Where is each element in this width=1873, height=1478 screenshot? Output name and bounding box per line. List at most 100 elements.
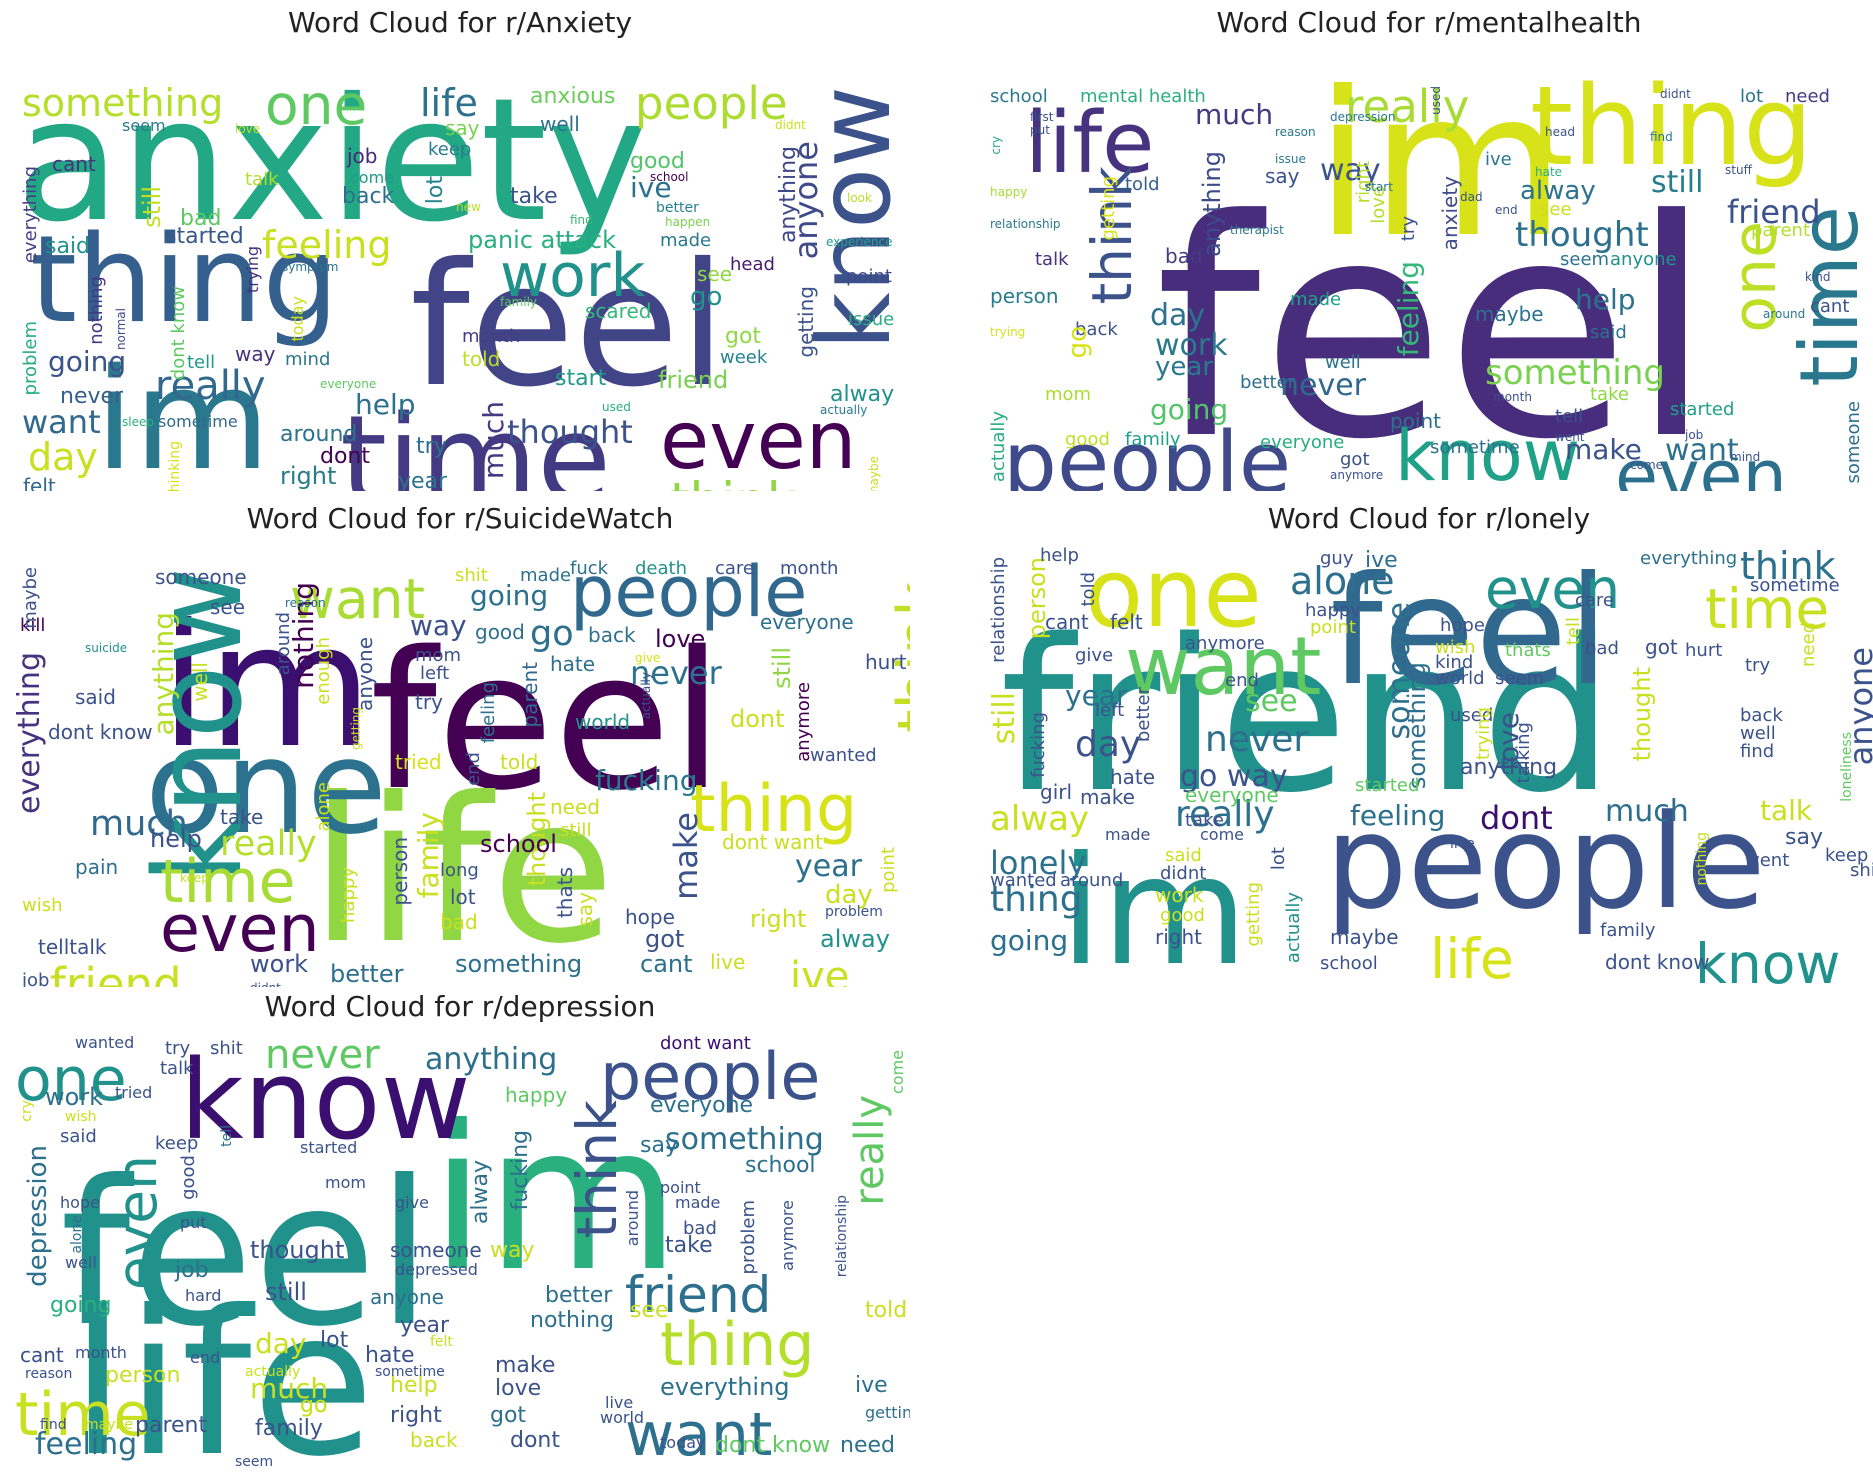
cloud-word: tried [115,1083,153,1102]
cloud-word: didnt [1660,87,1691,101]
cloud-word: sometime [1750,575,1840,596]
cloud-word: suicide [85,641,128,655]
cloud-word: need [1785,86,1830,107]
cloud-word: month [1493,390,1532,404]
cloud-word: maybe [1330,925,1399,949]
cloud-word: school [990,86,1048,107]
cloud-word: friend [1000,594,1615,839]
cloud-word: feel [60,1138,433,1371]
cloud-word: end [190,1348,221,1367]
cloud-word: dad [1460,190,1483,204]
cloud-word: keep [155,1133,199,1154]
cloud-word: parent [135,1413,208,1438]
cloud-word: therapist [1230,223,1284,237]
cloud-word: felt [23,474,56,491]
cloud-word: feel [1155,156,1714,491]
cloud-word: dont [510,1428,560,1453]
cloud-word: got [645,925,685,953]
cloud-word: parent [1751,220,1811,241]
cloud-word: fuck [570,558,609,579]
cloud-word: ive [1485,149,1512,170]
cloud-word: say [445,116,480,140]
cloud-word: dont [320,444,370,469]
cloud-word: im [1315,49,1566,282]
cloud-word: much [1195,98,1274,131]
cloud-word: lot [1740,86,1764,107]
cloud-word: around [280,422,358,447]
cloud-word: better [1133,687,1154,743]
cloud-word: point [846,266,892,287]
cloud-word: feeling [478,682,499,744]
cloud-word: right [750,905,807,933]
cloud-word: right [280,462,337,490]
cloud-word: person [105,1363,181,1388]
cloud-word: really [1345,80,1470,133]
cloud-word: live [1450,836,1475,852]
cloud-word: give [395,1193,429,1212]
cloud-word: said [45,234,91,259]
cloud-word: want [1125,620,1322,713]
cloud-word: still [987,692,1022,745]
cloud-word: problem [20,321,41,396]
cloud-word: felt [1110,610,1143,634]
cloud-word: depressed [395,1260,478,1279]
cloud-word: left [1095,700,1125,721]
cloud-word: think [670,476,796,491]
cloud-word: im [430,1083,681,1316]
cloud-word: fucking [508,1130,533,1211]
cloud-word: lot [450,885,476,909]
cloud-word: everyone [1185,783,1279,807]
word-cloud-panel: Word Cloud for r/depression feel im life kno… [10,990,910,1475]
cloud-word: want [625,1400,773,1470]
cloud-word: trying [243,246,262,294]
cloud-word: look [847,191,872,205]
cloud-word: shit [210,1038,243,1059]
cloud-word: anxiety [16,62,648,260]
cloud-word: alway [990,799,1090,839]
cloud-word: kind [1805,270,1831,284]
cloud-word: care [715,558,755,579]
cloud-word: mental health [1080,86,1206,107]
cloud-word: everyone [650,1093,754,1118]
cloud-word: work [1155,883,1204,907]
cloud-word: month [462,326,521,347]
cloud-word: maybe [1475,302,1544,326]
cloud-word: maybe [85,1417,134,1433]
cloud-word: anything [425,1042,558,1077]
cloud-word: back [1075,319,1118,340]
cloud-word: well [1325,352,1361,373]
cloud-word: made [675,1193,721,1212]
cloud-word: point [1310,617,1356,638]
cloud-word: feeling [1392,261,1425,357]
cloud-word: good [1160,905,1205,926]
cloud-word: death [635,558,687,579]
cloud-word: even [160,892,320,967]
cloud-word: year [1065,679,1128,712]
cloud-word: cant [20,1343,64,1367]
cloud-word: got [490,1403,527,1428]
cloud-word: week [720,347,768,368]
cloud-word: experience [826,235,893,249]
cloud-word: shit [1850,860,1873,881]
cloud-word: maybe [20,567,41,629]
cloud-word: never [630,654,722,692]
cloud-word: good [475,620,525,644]
cloud-word: dont [1480,799,1553,837]
cloud-word: thing [30,211,339,350]
cloud-word: tell [187,352,216,373]
cloud-word: anything [1460,755,1558,780]
cloud-word: hate [550,652,596,676]
cloud-word: family [1125,429,1181,450]
cloud-word: go [300,1393,328,1418]
cloud-word: end [463,752,484,786]
cloud-word: mind [285,349,331,370]
cloud-word: hate [1110,765,1156,789]
cloud-word: said [1165,845,1202,866]
cloud-word: want [290,567,426,631]
cloud-word: well [1740,723,1776,744]
cloud-word: something [455,950,583,978]
cloud-word: school [745,1153,816,1178]
cloud-word: life [1025,94,1155,193]
cloud-word: talk [1760,794,1813,827]
cloud-word: started [1355,775,1420,796]
